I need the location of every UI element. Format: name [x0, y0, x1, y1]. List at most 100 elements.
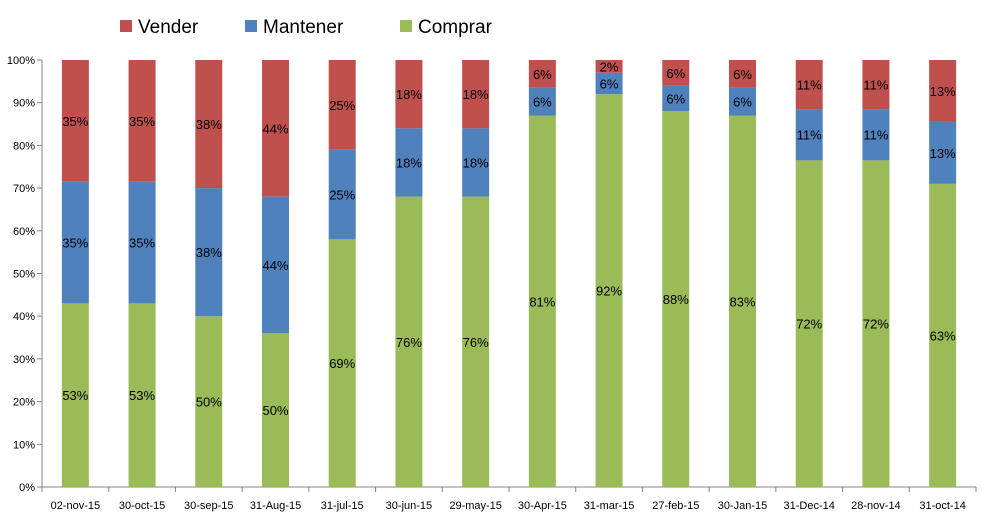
- data-label-comprar: 76%: [463, 335, 489, 350]
- x-tick-label: 30-Apr-15: [518, 500, 567, 512]
- x-tick-label: 31-jul-15: [321, 500, 364, 512]
- data-label-vender: 6%: [533, 67, 552, 82]
- bar-vender: [128, 60, 156, 182]
- data-label-vender: 11%: [863, 78, 888, 93]
- x-tick-label: 31-Aug-15: [250, 500, 301, 512]
- bar-vender: [795, 60, 823, 110]
- bar-comprar: [462, 196, 490, 487]
- bar-vender: [595, 60, 623, 73]
- bar-mantener: [795, 109, 823, 161]
- y-tick-label: 80%: [13, 140, 35, 152]
- data-label-comprar: 72%: [796, 317, 822, 332]
- bar-vender: [862, 60, 890, 110]
- data-label-comprar: 83%: [729, 294, 755, 309]
- data-label-mantener: 11%: [797, 128, 822, 143]
- bar-vender: [262, 60, 289, 197]
- bar-mantener: [462, 128, 490, 197]
- data-label-vender: 25%: [329, 98, 355, 113]
- bar-comprar: [328, 239, 356, 487]
- legend-label-comprar: Comprar: [418, 17, 493, 38]
- data-label-vender: 18%: [463, 87, 489, 102]
- x-tick-label: 31-oct-14: [919, 500, 965, 512]
- data-label-mantener: 6%: [733, 95, 752, 110]
- bar-comprar: [128, 303, 156, 487]
- x-tick-label: 30-oct-15: [119, 500, 165, 512]
- data-label-comprar: 63%: [930, 328, 956, 343]
- bar-comprar: [795, 160, 823, 487]
- bar-vender: [462, 60, 490, 129]
- data-label-vender: 44%: [262, 121, 288, 136]
- y-tick-label: 60%: [13, 226, 35, 238]
- bar-comprar: [862, 160, 890, 487]
- bar-mantener: [662, 85, 690, 112]
- bar-comprar: [929, 183, 957, 487]
- bar-vender: [61, 60, 89, 182]
- data-label-vender: 2%: [600, 59, 619, 74]
- bar-comprar: [595, 94, 623, 487]
- bar-mantener: [729, 87, 756, 116]
- bar-comprar: [195, 316, 223, 487]
- y-tick-label: 0%: [19, 482, 35, 494]
- data-label-mantener: 18%: [463, 155, 489, 170]
- data-label-comprar: 76%: [396, 335, 422, 350]
- y-tick-label: 100%: [7, 55, 35, 67]
- legend-label-mantener: Mantener: [263, 17, 344, 38]
- bar-mantener: [929, 121, 957, 184]
- y-tick-label: 20%: [13, 397, 35, 409]
- data-label-comprar: 92%: [596, 284, 622, 299]
- x-tick-label: 28-nov-14: [851, 500, 901, 512]
- legend-label-vender: Vender: [138, 17, 199, 38]
- data-label-comprar: 88%: [663, 292, 689, 307]
- bar-comprar: [662, 111, 690, 488]
- bar-vender: [195, 60, 223, 189]
- data-label-mantener: 18%: [396, 155, 422, 170]
- data-label-mantener: 6%: [666, 91, 685, 106]
- bar-vender: [395, 60, 423, 129]
- bar-mantener: [862, 109, 890, 161]
- x-tick-label: 31-Dec-14: [784, 500, 835, 512]
- x-tick-label: 02-nov-15: [51, 500, 101, 512]
- data-label-vender: 6%: [733, 67, 752, 82]
- bar-mantener: [328, 149, 356, 240]
- y-tick-label: 10%: [13, 439, 35, 451]
- bar-vender: [328, 60, 356, 150]
- bar-comprar: [61, 303, 89, 487]
- bar-vender: [729, 60, 756, 88]
- data-label-comprar: 72%: [863, 317, 889, 332]
- data-label-mantener: 35%: [62, 236, 88, 251]
- data-label-comprar: 69%: [329, 356, 355, 371]
- bar-vender: [662, 60, 690, 86]
- bar-comprar: [528, 115, 556, 487]
- data-label-comprar: 50%: [262, 403, 288, 418]
- data-label-vender: 6%: [666, 66, 685, 81]
- y-tick-label: 30%: [13, 354, 35, 366]
- data-label-vender: 38%: [196, 117, 222, 132]
- x-tick-label: 30-jun-15: [386, 500, 432, 512]
- bar-mantener: [262, 196, 289, 334]
- data-label-mantener: 6%: [600, 76, 619, 91]
- bar-mantener: [595, 72, 623, 95]
- bar-mantener: [61, 181, 89, 304]
- x-tick-label: 31-mar-15: [584, 500, 635, 512]
- y-tick-label: 90%: [13, 98, 35, 110]
- data-label-mantener: 35%: [129, 236, 155, 251]
- x-tick-label: 27-feb-15: [652, 500, 699, 512]
- data-label-vender: 35%: [62, 114, 88, 129]
- bar-mantener: [395, 128, 423, 197]
- bar-mantener: [195, 188, 223, 317]
- legend-swatch-comprar: [400, 20, 412, 32]
- y-tick-label: 50%: [13, 269, 35, 281]
- data-label-mantener: 38%: [196, 245, 222, 260]
- data-label-mantener: 11%: [863, 128, 888, 143]
- data-label-vender: 13%: [930, 84, 956, 99]
- bar-mantener: [528, 87, 556, 116]
- data-label-mantener: 25%: [329, 188, 355, 203]
- bar-mantener: [128, 181, 156, 304]
- legend-swatch-mantener: [245, 20, 257, 32]
- x-tick-label: 30-sep-15: [184, 500, 234, 512]
- data-label-comprar: 81%: [529, 294, 555, 309]
- bar-vender: [929, 60, 957, 122]
- data-label-comprar: 53%: [62, 388, 88, 403]
- data-label-vender: 18%: [396, 87, 422, 102]
